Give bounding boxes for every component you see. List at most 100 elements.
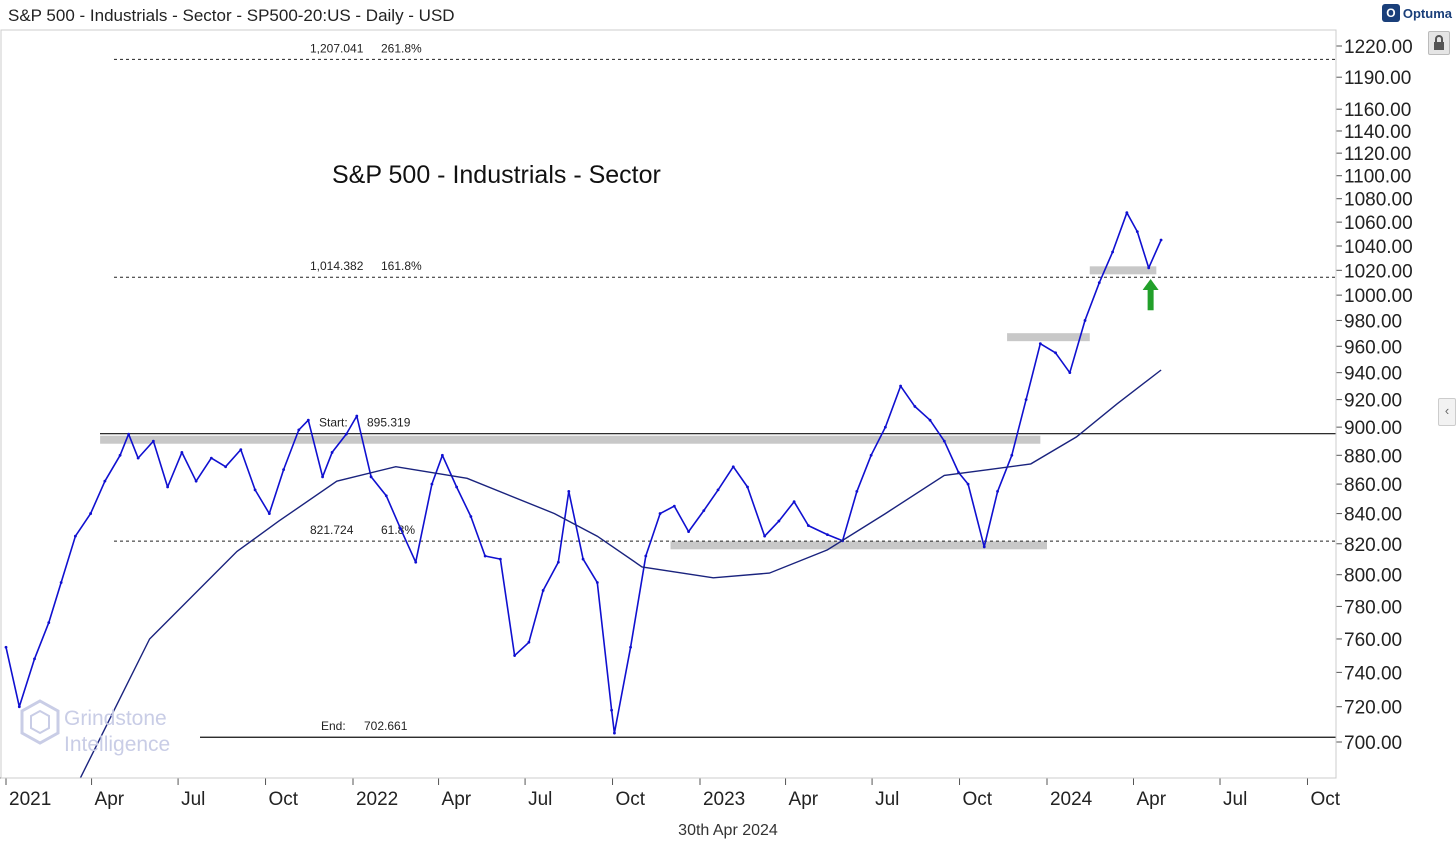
price-point <box>384 494 388 498</box>
price-point <box>253 488 257 492</box>
price-point <box>702 509 706 512</box>
y-tick-label: 880.00 <box>1344 446 1402 467</box>
price-point <box>73 534 77 538</box>
price-point <box>344 432 348 436</box>
end-level-label: End: <box>321 719 346 733</box>
x-tick-label: Jul <box>875 789 899 810</box>
x-tick-label: Jul <box>528 789 552 810</box>
support-zone <box>670 541 1047 550</box>
price-point <box>330 451 334 454</box>
x-axis: 2021 Apr Jul Oct 2022 Apr Jul Oct 2023 Apr Jul Oct 2… <box>0 777 1341 810</box>
price-point <box>610 708 613 712</box>
x-tick-label: 2024 <box>1050 789 1093 810</box>
price-point <box>306 418 310 422</box>
watermark-logo: Grindstone Intelligence <box>18 697 208 757</box>
price-point <box>595 581 599 584</box>
y-tick-label: 780.00 <box>1344 597 1402 618</box>
price-point <box>581 557 585 561</box>
y-tick-label: 820.00 <box>1344 535 1402 556</box>
price-point <box>731 465 735 469</box>
optuma-icon: O <box>1381 4 1400 22</box>
fib-level-value: 1,014.382 <box>310 259 364 273</box>
y-tick-label: 1000.00 <box>1344 286 1413 307</box>
price-point <box>430 482 434 486</box>
brand-name: Optuma <box>1402 5 1452 21</box>
y-tick-label: 940.00 <box>1344 364 1402 385</box>
arrow-shaft <box>1147 288 1154 311</box>
brand-logo[interactable]: O Optuma <box>1381 4 1452 22</box>
x-tick-label: Oct <box>616 789 646 810</box>
watermark-line2: Intelligence <box>64 733 170 756</box>
y-tick-label: 1140.00 <box>1344 122 1411 143</box>
price-point <box>166 485 170 489</box>
x-tick-label: Apr <box>95 789 125 810</box>
date-label: 30th Apr 2024 <box>678 822 778 839</box>
price-point <box>59 581 63 584</box>
price-point <box>440 453 444 457</box>
price-point <box>17 705 21 709</box>
x-tick-label: Jul <box>181 789 205 810</box>
price-point <box>321 475 324 479</box>
y-tick-label: 800.00 <box>1344 566 1402 587</box>
x-tick-label: 2023 <box>703 789 745 810</box>
x-tick-label: Oct <box>963 789 993 810</box>
price-point <box>527 640 531 644</box>
fib-level-value: 1,207.041 <box>310 41 364 55</box>
price-point <box>556 560 560 564</box>
y-tick-label: 1120.00 <box>1344 144 1411 165</box>
price-point <box>399 527 402 530</box>
price-point <box>369 475 373 479</box>
price-point <box>629 645 632 649</box>
price-point <box>942 439 946 443</box>
y-tick-label: 700.00 <box>1344 733 1402 754</box>
x-tick-label: Apr <box>789 789 819 810</box>
price-point <box>855 490 859 493</box>
support-zones <box>100 266 1157 550</box>
x-tick-label: Oct <box>1310 789 1340 810</box>
annotations <box>1142 278 1159 311</box>
y-tick-label: 860.00 <box>1344 475 1402 496</box>
y-tick-label: 720.00 <box>1344 698 1402 719</box>
price-point <box>469 515 473 518</box>
price-point <box>1038 342 1042 346</box>
price-point <box>1083 319 1087 322</box>
x-tick-label: Jul <box>1223 789 1247 810</box>
y-tick-label: 840.00 <box>1344 505 1402 526</box>
x-tick-label: 2021 <box>9 789 51 810</box>
price-point <box>194 479 198 483</box>
price-point <box>777 519 781 523</box>
y-tick-label: 1080.00 <box>1344 190 1413 211</box>
price-point <box>1054 351 1057 355</box>
watermark-line1: Grindstone <box>64 707 167 730</box>
fib-level-pct: 161.8% <box>381 259 422 273</box>
price-point <box>1135 230 1139 234</box>
price-point <box>1024 398 1028 401</box>
price-point <box>455 485 459 489</box>
y-tick-label: 920.00 <box>1344 391 1402 412</box>
price-point <box>282 468 285 472</box>
chart-title: S&P 500 - Industrials - Sector <box>332 161 661 189</box>
end-level-value: 702.661 <box>364 719 408 733</box>
price-point <box>267 512 271 515</box>
price-point <box>869 453 873 457</box>
price-point <box>825 533 829 537</box>
price-point <box>899 384 902 388</box>
price-point <box>966 482 970 486</box>
y-tick-label: 980.00 <box>1344 311 1402 332</box>
price-point <box>746 485 749 489</box>
price-point <box>763 534 767 538</box>
arrow-up-icon <box>1142 278 1159 290</box>
start-level-value: 895.319 <box>367 416 411 430</box>
fib-level-value: 821.724 <box>310 523 354 537</box>
y-tick-label: 900.00 <box>1344 418 1402 439</box>
price-point <box>996 490 999 493</box>
y-tick-label: 740.00 <box>1344 663 1402 684</box>
y-tick-label: 960.00 <box>1344 337 1402 358</box>
price-point <box>1125 211 1129 215</box>
y-tick-label: 1060.00 <box>1344 213 1413 234</box>
lock-icon[interactable] <box>1428 31 1450 55</box>
y-tick-label: 1020.00 <box>1344 261 1413 282</box>
price-point <box>1111 250 1114 254</box>
price-point <box>483 554 487 558</box>
